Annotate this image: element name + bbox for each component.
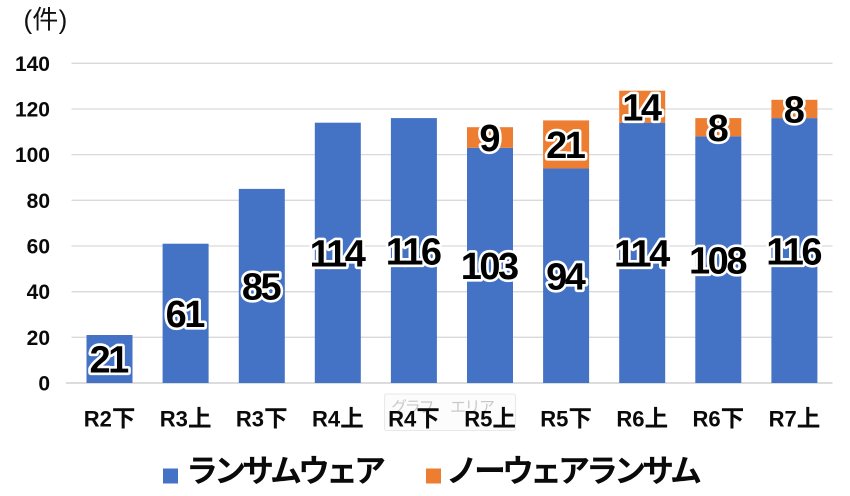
svg-text:100: 100 <box>15 144 50 167</box>
svg-text:140: 140 <box>15 53 50 76</box>
svg-text:108: 108 <box>689 240 746 282</box>
svg-text:R3: R3 <box>160 407 188 432</box>
svg-text:116: 116 <box>766 231 821 273</box>
svg-text:0: 0 <box>38 373 50 396</box>
svg-text:R6: R6 <box>616 407 644 432</box>
svg-text:80: 80 <box>27 190 50 213</box>
svg-text:114: 114 <box>614 234 670 276</box>
svg-text:61: 61 <box>166 294 206 336</box>
svg-text:114: 114 <box>310 234 366 276</box>
svg-text:R5: R5 <box>540 407 568 432</box>
svg-text:85: 85 <box>242 267 282 309</box>
svg-text:R5: R5 <box>464 407 492 432</box>
svg-text:103: 103 <box>461 246 518 288</box>
svg-text:21: 21 <box>546 125 586 167</box>
svg-text:8: 8 <box>708 108 728 150</box>
svg-text:R2: R2 <box>84 407 112 432</box>
svg-text:120: 120 <box>15 99 50 122</box>
svg-text:R3: R3 <box>236 407 264 432</box>
svg-text:94: 94 <box>546 256 586 298</box>
svg-text:R7: R7 <box>769 407 797 432</box>
svg-text:21: 21 <box>90 340 130 382</box>
svg-text:60: 60 <box>27 236 50 259</box>
svg-text:20: 20 <box>27 327 50 350</box>
svg-text:R6: R6 <box>693 407 721 432</box>
svg-text:116: 116 <box>386 231 441 273</box>
svg-text:9: 9 <box>479 118 499 160</box>
svg-text:): ) <box>59 5 68 35</box>
svg-text:(: ( <box>24 5 33 35</box>
svg-text:R4: R4 <box>388 407 417 432</box>
svg-text:8: 8 <box>784 90 804 132</box>
svg-text:14: 14 <box>622 87 662 129</box>
svg-text:R4: R4 <box>312 407 341 432</box>
svg-text:40: 40 <box>27 281 50 304</box>
